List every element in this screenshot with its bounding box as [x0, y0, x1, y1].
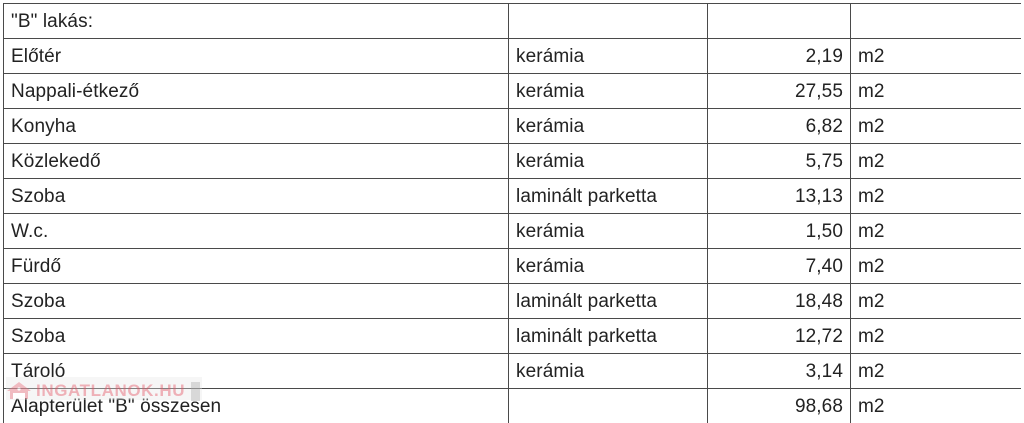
spreadsheet-area: "B" lakás: Előtér kerámia 2,19 m2 Nappal…	[3, 3, 1021, 423]
room-unit-cell: m2	[850, 38, 1021, 74]
room-name-cell: Konyha	[3, 108, 509, 144]
room-area-cell: 6,82	[707, 108, 851, 144]
room-unit-cell: m2	[850, 213, 1021, 249]
table-row: W.c. kerámia 1,50 m2	[3, 213, 1021, 249]
room-area-cell: 1,50	[707, 213, 851, 249]
header-area-cell	[707, 3, 851, 39]
table-row: Szoba laminált parketta 18,48 m2	[3, 283, 1021, 319]
table-row: Nappali-étkező kerámia 27,55 m2	[3, 73, 1021, 109]
total-label-cell: Alapterület "B" összesen	[3, 388, 509, 423]
total-material-cell	[508, 388, 708, 423]
table-row: Szoba laminált parketta 13,13 m2	[3, 178, 1021, 214]
room-material-cell: kerámia	[508, 73, 708, 109]
room-area-cell: 18,48	[707, 283, 851, 319]
room-unit-cell: m2	[850, 283, 1021, 319]
table-row: Szoba laminált parketta 12,72 m2	[3, 318, 1021, 354]
room-area-cell: 2,19	[707, 38, 851, 74]
table-row: Fürdő kerámia 7,40 m2	[3, 248, 1021, 284]
room-area-cell: 12,72	[707, 318, 851, 354]
table-body: "B" lakás: Előtér kerámia 2,19 m2 Nappal…	[3, 3, 1021, 423]
room-material-cell: kerámia	[508, 353, 708, 389]
header-unit-cell	[850, 3, 1021, 39]
room-name-cell: Szoba	[3, 283, 509, 319]
apartment-area-table: "B" lakás: Előtér kerámia 2,19 m2 Nappal…	[3, 3, 1021, 423]
room-material-cell: kerámia	[508, 248, 708, 284]
table-row: Konyha kerámia 6,82 m2	[3, 108, 1021, 144]
apartment-title-cell: "B" lakás:	[3, 3, 509, 39]
room-name-cell: Tároló	[3, 353, 509, 389]
total-area-cell: 98,68	[707, 388, 851, 423]
header-material-cell	[508, 3, 708, 39]
room-material-cell: kerámia	[508, 108, 708, 144]
table-row: Előtér kerámia 2,19 m2	[3, 38, 1021, 74]
room-material-cell: kerámia	[508, 143, 708, 179]
room-unit-cell: m2	[850, 318, 1021, 354]
room-name-cell: Szoba	[3, 318, 509, 354]
room-material-cell: laminált parketta	[508, 318, 708, 354]
table-row-header: "B" lakás:	[3, 3, 1021, 39]
table-row: Tároló kerámia 3,14 m2	[3, 353, 1021, 389]
room-name-cell: Közlekedő	[3, 143, 509, 179]
room-unit-cell: m2	[850, 143, 1021, 179]
room-unit-cell: m2	[850, 248, 1021, 284]
room-name-cell: Szoba	[3, 178, 509, 214]
room-unit-cell: m2	[850, 108, 1021, 144]
room-area-cell: 13,13	[707, 178, 851, 214]
room-area-cell: 7,40	[707, 248, 851, 284]
room-name-cell: Nappali-étkező	[3, 73, 509, 109]
total-unit-cell: m2	[850, 388, 1021, 423]
room-material-cell: laminált parketta	[508, 178, 708, 214]
room-name-cell: Előtér	[3, 38, 509, 74]
table-row-total: Alapterület "B" összesen 98,68 m2	[3, 388, 1021, 423]
room-material-cell: laminált parketta	[508, 283, 708, 319]
room-material-cell: kerámia	[508, 38, 708, 74]
room-unit-cell: m2	[850, 73, 1021, 109]
room-name-cell: Fürdő	[3, 248, 509, 284]
room-material-cell: kerámia	[508, 213, 708, 249]
room-unit-cell: m2	[850, 353, 1021, 389]
room-area-cell: 27,55	[707, 73, 851, 109]
table-row: Közlekedő kerámia 5,75 m2	[3, 143, 1021, 179]
room-area-cell: 5,75	[707, 143, 851, 179]
room-unit-cell: m2	[850, 178, 1021, 214]
room-name-cell: W.c.	[3, 213, 509, 249]
room-area-cell: 3,14	[707, 353, 851, 389]
